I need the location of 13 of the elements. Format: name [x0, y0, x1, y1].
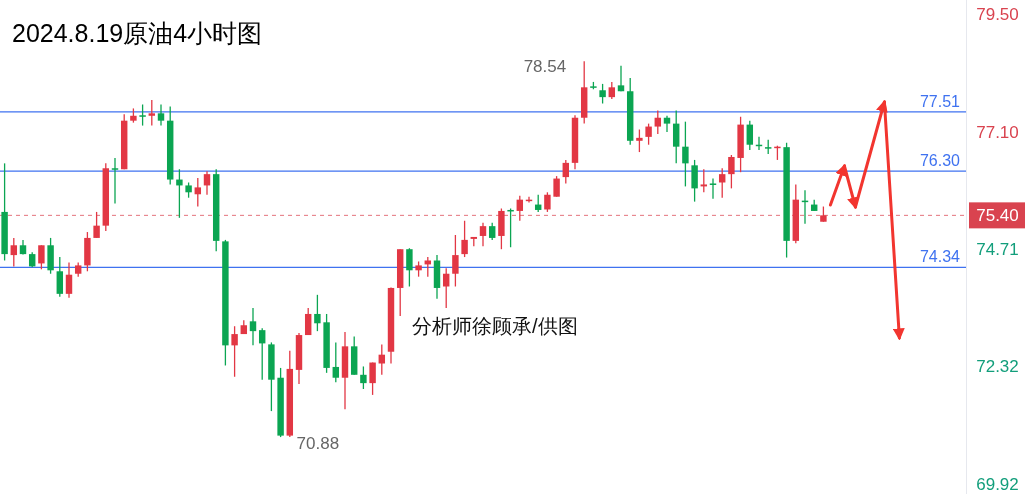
ref-line-label: 74.34 — [919, 248, 961, 266]
ref-line-label: 76.30 — [919, 152, 961, 170]
y-tick-label: 72.32 — [976, 357, 1019, 377]
ref-line-label: 75.40 — [976, 206, 1019, 226]
text: 2024.8.19原油4小时图 — [12, 19, 263, 47]
annotation: 70.88 — [296, 434, 340, 454]
y-tick-label: 77.10 — [976, 122, 1019, 142]
ref-line-label: 77.51 — [919, 92, 961, 110]
annotation: 分析师徐顾承/供图 — [412, 315, 578, 337]
y-tick-label: 74.71 — [976, 240, 1019, 260]
annotation: 78.54 — [523, 57, 567, 77]
y-tick-label: 79.50 — [976, 5, 1019, 25]
y-tick-label: 69.92 — [976, 475, 1019, 494]
